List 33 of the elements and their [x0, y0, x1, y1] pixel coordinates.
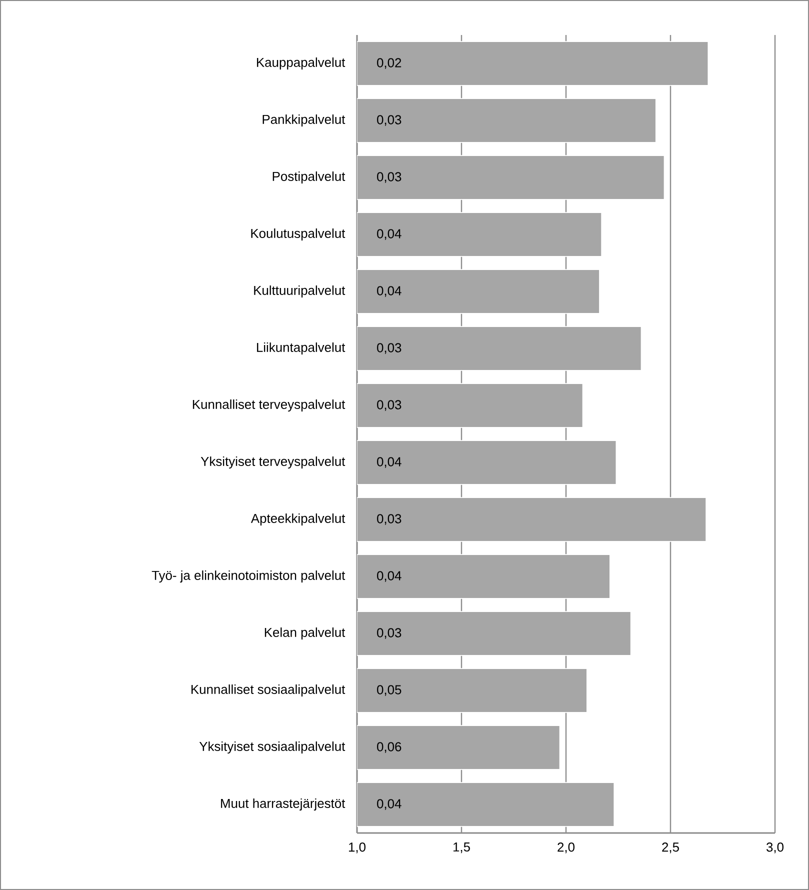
y-tick-label: Koulutuspalvelut [251, 228, 346, 241]
y-tick-label: Liikuntapalvelut [257, 342, 346, 355]
x-tick-label: 2,0 [558, 842, 574, 854]
annotation: 0,04 [377, 229, 402, 240]
annotation: 0,03 [377, 343, 402, 354]
y-tick-label: Kunnalliset terveyspalvelut [192, 399, 346, 412]
y-tick-label: Kunnalliset sosiaalipalvelut [192, 684, 346, 697]
annotation: 0,02 [377, 58, 402, 69]
annotation: 0,04 [377, 571, 402, 582]
y-tick-label: Muut harrastejärjestöt [221, 798, 346, 811]
annotation: 0,04 [377, 286, 402, 297]
x-tick-label: 1,5 [453, 842, 470, 854]
x-tick-label: 2,5 [662, 842, 679, 854]
annotation: 0,03 [377, 172, 402, 183]
y-tick-label: Yksityiset terveyspalvelut [200, 456, 346, 469]
annotation: 0,06 [377, 742, 402, 753]
annotation: 0,05 [377, 685, 402, 696]
y-tick-label: Pankkipalvelut [262, 114, 346, 127]
y-tick-label: Kulttuuripalvelut [254, 285, 346, 298]
annotation: 0,03 [377, 400, 402, 411]
y-tick-label: Kauppapalvelut [256, 57, 346, 70]
y-tick-label: Postipalvelut [272, 171, 346, 184]
y-tick-label: Apteekkipalvelut [250, 513, 346, 526]
annotation: 0,04 [377, 799, 402, 810]
y-tick-label: Työ- ja elinkeinotoimiston palvelut [152, 570, 346, 583]
y-tick-label: Yksityiset sosiaalipalvelut [199, 741, 346, 754]
annotation: 0,03 [377, 514, 402, 525]
y-tick-label: Kelan palvelut [264, 627, 346, 640]
annotation: 0,03 [377, 115, 402, 126]
x-tick-label: 1,0 [348, 842, 366, 854]
annotation: 0,03 [377, 628, 402, 639]
annotation: 0,04 [377, 457, 402, 468]
x-tick-label: 3,0 [766, 842, 784, 854]
